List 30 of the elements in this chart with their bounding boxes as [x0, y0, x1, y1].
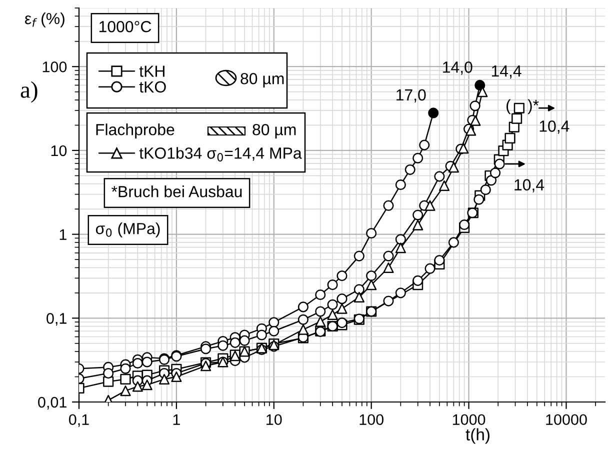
annotation: Flachprobe [96, 124, 174, 138]
annotation: ( [506, 99, 511, 114]
y-tick-label: 1 [60, 229, 66, 240]
x-tick-label: 1 [173, 414, 180, 425]
annotation: 14,4 [492, 66, 522, 79]
annotation: 80 µm [240, 72, 284, 88]
x-tick-label: 100 [360, 414, 384, 426]
y-tick-label: 0,01 [38, 396, 66, 410]
y-tick-label: 10 [51, 145, 67, 156]
annotation: 17,0 [396, 89, 426, 102]
annotation: σ$_{0}$ (MPa) [96, 222, 160, 238]
annotation: 10,4 [540, 120, 570, 134]
annotation: 1000°C [99, 20, 152, 32]
x-axis-title: t(h) [466, 428, 490, 444]
x-tick-label: 10 [266, 414, 282, 426]
y-axis-title: ε$_{f}$ (%) [25, 12, 64, 28]
y-tick-label: 100 [42, 61, 67, 72]
legend-label: tKO1b34 σ$_{0}$=14,4 MPa [139, 147, 302, 162]
legend-label: tKH [139, 66, 164, 77]
y-tick-label: 0,1 [46, 313, 66, 326]
x-tick-label: 1000 [452, 414, 486, 426]
annotation: )* [528, 99, 539, 114]
x-tick-label: 0,1 [68, 414, 89, 427]
annotation: 80 µm [252, 124, 296, 138]
annotation: 10,4 [514, 179, 544, 192]
annotation: 14,0 [443, 62, 472, 75]
text: a) [20, 81, 38, 103]
annotation: *Bruch bei Ausbau [112, 186, 242, 198]
legend-label: tKO [139, 81, 166, 93]
x-tick-label: 10000 [546, 414, 587, 426]
